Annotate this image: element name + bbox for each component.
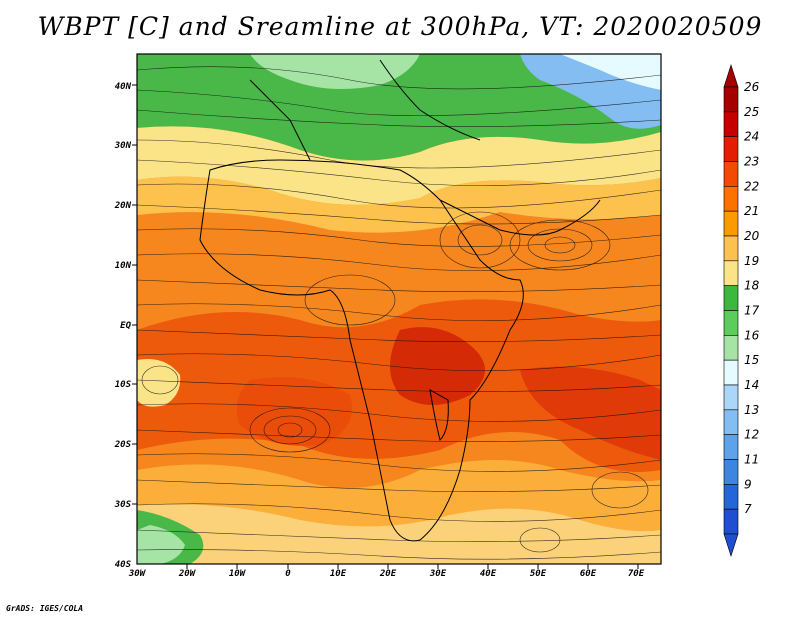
colorbar-swatch [723,409,739,435]
colorbar-label: 19 [744,254,759,268]
lat-label: 30N [114,141,132,151]
south-light-green [137,525,185,564]
lat-label: 40N [115,82,132,92]
colorbar-swatch [723,310,739,336]
colorbar-swatch [723,484,739,510]
lat-label: 20N [114,201,132,211]
colorbar-label: 16 [744,328,760,342]
north-green-band [137,54,661,161]
colorbar-label: 26 [744,80,760,94]
colorbar-label: 23 [744,155,759,169]
lon-label: 50E [530,569,547,579]
streamlines [137,66,661,560]
colorbar-swatch [723,136,739,162]
colorbar-swatch [723,508,739,535]
colorbar-label: 18 [744,279,760,293]
hot-core-1 [390,327,485,405]
white-patch [560,54,661,90]
lon-label: 20E [379,569,397,579]
lon-axis: 30W 20W 10W 0 10E 20E 30E 40E 50E 60E 70… [128,564,645,579]
lat-axis: 40N 30N 20N 10N EQ 10S 20S 30S 40S [114,82,137,570]
colorbar-swatch [723,260,739,286]
colorbar-swatch [723,235,739,262]
colorbar-label: 13 [744,403,759,417]
colorbar-label: 22 [744,179,759,193]
lat-label: 10N [115,261,132,271]
lat-label: 20S [114,440,132,450]
colorbar-label: 11 [744,453,759,467]
north-light-band [137,176,661,233]
map-frame [136,53,662,565]
colorbar-swatch [723,359,739,386]
colorbar-label: 21 [744,204,759,218]
colorbar-swatch [723,111,739,137]
lat-label: 10S [115,380,132,390]
light-green-patch [250,54,420,89]
colorbar-swatch [723,161,739,187]
coastlines [199,59,601,542]
colorbar-top-arrow [723,64,739,88]
colorbar-label: 12 [744,428,759,442]
map-panel [137,54,661,564]
west-pale-patch [137,359,181,407]
colorbar-label: 20 [744,229,760,243]
colorbar-label: 7 [744,502,752,516]
lat-label: 40S [115,560,132,570]
colorbar-label: 9 [744,477,752,491]
lon-label: 0 [285,569,291,579]
colorbar-swatch [723,86,739,113]
map-title: WBPT [C] and Sreamline at 300hPa, VT: 20… [37,12,763,41]
lon-label: 30W [128,569,147,579]
colorbar-swatch [723,335,739,361]
colorbar-swatch [723,285,739,311]
colorbar-label: 14 [744,378,759,392]
lon-label: 30E [429,569,447,579]
footer-credit: GrADS: IGES/COLA [6,604,84,613]
colorbar: 26 25 24 23 22 21 20 19 18 17 16 15 14 13 12 11 9 7 [723,64,760,557]
hot-core-2 [520,366,661,460]
lon-label: 60E [580,569,597,579]
lon-label: 70E [628,569,645,579]
colorbar-label: 25 [744,105,759,119]
colorbar-label: 17 [744,304,760,318]
lon-label: 10W [229,569,247,579]
colorbar-swatch [723,210,739,237]
lat-label: 30S [114,500,132,510]
north-pale-band [137,126,661,205]
colorbar-bottom-arrow [723,533,739,557]
lon-label: 10E [330,569,347,579]
lon-label: 20W [178,569,197,579]
lon-label: 40E [480,569,497,579]
colorbar-swatch [723,434,739,460]
hot-core-3 [236,377,352,446]
colorbar-label: 24 [744,130,759,144]
colorbar-swatch [723,186,739,212]
lat-label: EQ [120,321,131,331]
colorbar-label: 15 [744,353,759,367]
colorbar-swatch [723,459,739,485]
colorbar-swatch [723,384,739,411]
